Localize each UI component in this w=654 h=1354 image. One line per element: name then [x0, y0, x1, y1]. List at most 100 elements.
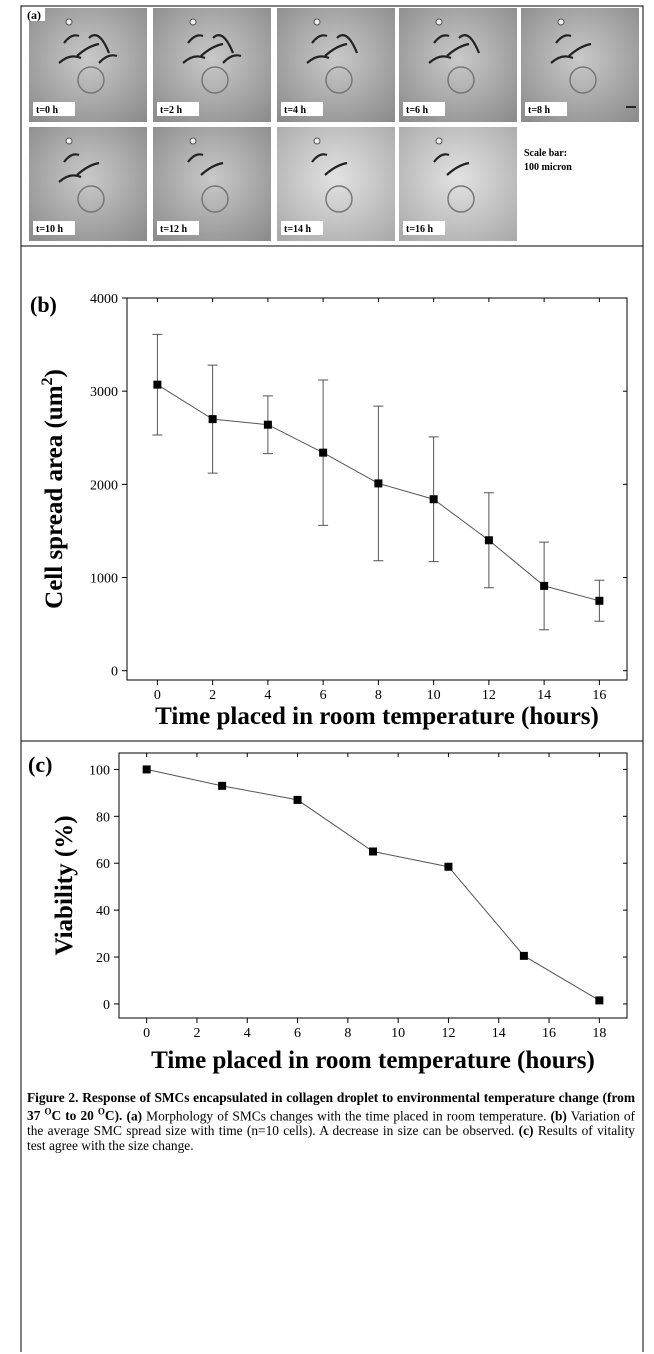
- caption-item-text: Variation of the average SMC spread size…: [27, 1108, 635, 1139]
- frame-label: t=8 h: [528, 105, 551, 116]
- x-tick-label: 4: [264, 688, 271, 703]
- cell: [446, 42, 470, 57]
- frame-label: t=4 h: [284, 105, 307, 116]
- y-tick-label: 0: [103, 998, 110, 1013]
- cell: [189, 137, 197, 145]
- cell: [550, 55, 574, 64]
- cell: [76, 42, 100, 57]
- x-tick-label: 0: [143, 1026, 150, 1041]
- caption-title: Figure 2. Response of SMCs encapsulated …: [27, 1090, 635, 1123]
- y-tick-label: 0: [111, 665, 118, 680]
- frame-label-box: [33, 221, 75, 235]
- y-axis-label-superscript: 2: [39, 377, 56, 385]
- cell: [433, 153, 450, 163]
- y-axis-label: Cell spread area (um2): [39, 369, 68, 609]
- y-tick-label: 40: [96, 904, 110, 919]
- x-tick-label: 6: [294, 1026, 301, 1041]
- caption-item-text: Results of vitality test agree with the …: [27, 1123, 636, 1154]
- cell: [88, 34, 111, 54]
- figure-border: [20, 5, 644, 1352]
- x-tick-label: 0: [154, 688, 161, 703]
- scale-bar-label: 100 micron: [524, 162, 572, 173]
- caption-item-label: (a): [126, 1108, 143, 1124]
- cell: [311, 34, 328, 44]
- y-axis-label-part: Viability (%): [51, 815, 78, 955]
- cell: [98, 54, 118, 64]
- y-axis-label-part: Cell spread area (um: [41, 385, 68, 609]
- x-tick-label: 10: [427, 688, 441, 703]
- y-tick-label: 3000: [90, 385, 118, 400]
- cell: [311, 153, 328, 163]
- x-tick-label: 8: [375, 688, 382, 703]
- cell: [76, 161, 100, 176]
- y-tick-label: 20: [96, 951, 110, 966]
- cell: [313, 18, 321, 26]
- caption-title-part: C to 20: [51, 1108, 98, 1124]
- droplet: [201, 66, 229, 94]
- caption: Figure 2. Response of SMCs encapsulated …: [27, 1090, 635, 1153]
- x-axis-label: Time placed in room temperature (hours): [155, 703, 599, 730]
- cell: [65, 137, 73, 145]
- superscript: O: [97, 1107, 105, 1117]
- droplet: [447, 185, 475, 213]
- data-point: [293, 795, 302, 804]
- x-tick-label: 12: [482, 688, 496, 703]
- cell: [65, 18, 73, 26]
- cell: [435, 137, 443, 145]
- cell: [63, 153, 80, 163]
- cell: [200, 161, 224, 176]
- data-point: [319, 448, 328, 457]
- frame-label-box: [525, 102, 567, 116]
- y-tick-label: 80: [96, 810, 110, 825]
- data-point: [519, 951, 528, 960]
- x-axis-label: Time placed in room temperature (hours): [151, 1047, 595, 1074]
- cell: [313, 137, 321, 145]
- frame-label: t=0 h: [36, 105, 59, 116]
- x-tick-label: 14: [492, 1026, 506, 1041]
- y-tick-label: 1000: [90, 572, 118, 587]
- data-point: [540, 581, 549, 590]
- panel-label: (a): [27, 8, 41, 22]
- cell: [324, 161, 348, 176]
- x-tick-label: 2: [209, 688, 216, 703]
- plot-frame: [126, 297, 628, 681]
- caption-item-text: Morphology of SMCs changes with the time…: [142, 1108, 551, 1124]
- y-axis-label: Viability (%): [51, 815, 78, 955]
- cell: [200, 42, 224, 57]
- cell: [58, 174, 82, 183]
- frame-label-box: [281, 221, 323, 235]
- cell: [324, 42, 348, 57]
- cell: [58, 55, 82, 64]
- panel-label: (c): [28, 752, 52, 777]
- cell: [435, 18, 443, 26]
- label-box: [25, 8, 45, 21]
- cell: [182, 55, 206, 64]
- cell: [336, 34, 359, 54]
- droplet: [201, 185, 229, 213]
- panel-label: (b): [30, 292, 57, 317]
- data-point: [369, 847, 377, 856]
- data-point: [595, 596, 604, 605]
- panel-a: t=0 h t=2 h t=4 h t=6 h t=8 h t=10 h t=12 h t=1…: [25, 8, 639, 241]
- x-tick-label: 18: [592, 1026, 606, 1041]
- cell: [557, 18, 565, 26]
- scale-bar-label: Scale bar:: [524, 148, 567, 159]
- data-point: [263, 420, 272, 429]
- data-point: [374, 479, 383, 488]
- cell: [306, 55, 330, 64]
- caption-item-label: (c): [518, 1123, 534, 1139]
- cell: [568, 42, 592, 57]
- frame-label: t=16 h: [406, 224, 434, 235]
- frame-label: t=14 h: [284, 224, 312, 235]
- x-tick-label: 6: [320, 688, 327, 703]
- cell: [187, 34, 204, 44]
- droplet: [77, 66, 105, 94]
- x-tick-label: 14: [537, 688, 551, 703]
- data-point: [218, 781, 227, 790]
- frame-label-box: [157, 102, 199, 116]
- cell: [458, 34, 481, 54]
- droplet: [77, 185, 105, 213]
- frame-label-box: [281, 102, 323, 116]
- data-point: [142, 765, 151, 774]
